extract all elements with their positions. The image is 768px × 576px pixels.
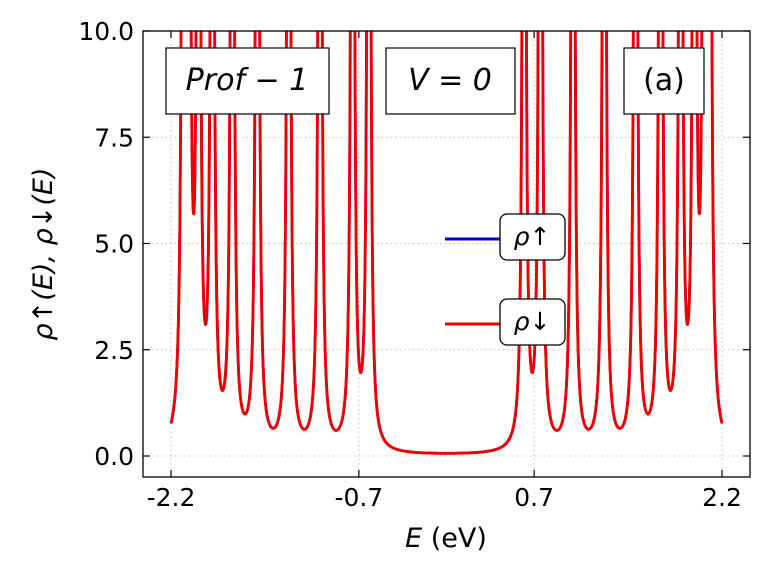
x-tick-label: 2.2 xyxy=(702,483,742,512)
x-tick-label: -0.7 xyxy=(334,483,383,512)
voltage-annotation-box: V = 0 xyxy=(385,47,516,115)
y-tick-label: 5.0 xyxy=(94,230,134,259)
x-axis-ticks: -2.2 -0.7 0.7 2.2 xyxy=(147,31,742,512)
y-tick-label: 2.5 xyxy=(94,336,134,365)
panel-label-box: (a) xyxy=(623,47,705,115)
legend-label-up: ρ↑ xyxy=(514,222,551,251)
y-tick-label: 0.0 xyxy=(94,442,134,471)
legend: ρ↑ ρ↓ xyxy=(445,213,566,346)
legend-label-down: ρ↓ xyxy=(514,307,551,336)
profile-annotation: Prof − 1 xyxy=(186,63,309,98)
panel-label: (a) xyxy=(643,63,685,98)
series-lines xyxy=(169,31,724,455)
plot-frame xyxy=(142,30,751,478)
y-axis-label: ρ↑(E), ρ↓(E) xyxy=(28,168,59,341)
y-tick-label: 7.5 xyxy=(94,123,134,152)
profile-annotation-box: Prof − 1 xyxy=(165,47,330,115)
x-tick-label: -2.2 xyxy=(147,483,196,512)
voltage-annotation: V = 0 xyxy=(408,63,492,98)
x-tick-label: 0.7 xyxy=(514,483,554,512)
series-line-down xyxy=(169,31,724,455)
x-axis-label: E (eV) xyxy=(405,523,487,554)
y-axis-ticks: 0.0 2.5 5.0 7.5 10.0 xyxy=(78,17,750,471)
y-tick-label: 10.0 xyxy=(78,17,134,46)
